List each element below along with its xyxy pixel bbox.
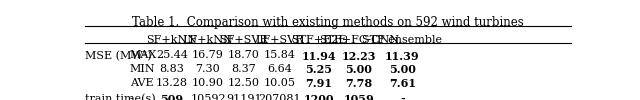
Text: 13.28: 13.28 <box>156 78 188 88</box>
Text: 10.05: 10.05 <box>264 78 296 88</box>
Text: 5.25: 5.25 <box>305 64 333 75</box>
Text: 1200: 1200 <box>304 94 334 100</box>
Text: train time(s): train time(s) <box>85 94 156 100</box>
Text: 5.00: 5.00 <box>346 64 372 75</box>
Text: SF+SVR: SF+SVR <box>220 35 268 45</box>
Text: 8.83: 8.83 <box>159 64 184 74</box>
Text: 11.94: 11.94 <box>301 50 337 62</box>
Text: 509: 509 <box>160 94 183 100</box>
Text: STF+FC-CNN: STF+FC-CNN <box>319 35 399 45</box>
Text: 7.61: 7.61 <box>389 78 416 89</box>
Text: 1059: 1059 <box>344 94 374 100</box>
Text: 91191: 91191 <box>226 94 262 100</box>
Text: 5.00: 5.00 <box>389 64 416 75</box>
Text: 10592: 10592 <box>190 94 226 100</box>
Text: 6.64: 6.64 <box>268 64 292 74</box>
Text: 12.23: 12.23 <box>342 50 376 62</box>
Text: 207081: 207081 <box>259 94 301 100</box>
Text: 15.84: 15.84 <box>264 50 296 60</box>
Text: -: - <box>400 94 404 100</box>
Text: MAX: MAX <box>129 50 157 60</box>
Text: 10.90: 10.90 <box>192 78 224 88</box>
Text: -: - <box>129 94 133 100</box>
Text: 8.37: 8.37 <box>231 64 256 74</box>
Text: MIN: MIN <box>129 64 156 74</box>
Text: 25.44: 25.44 <box>156 50 188 60</box>
Text: 11.39: 11.39 <box>385 50 420 62</box>
Text: MSE (MW²): MSE (MW²) <box>85 50 152 61</box>
Text: 12.50: 12.50 <box>228 78 260 88</box>
Text: SF+kNN: SF+kNN <box>147 35 197 45</box>
Text: 7.91: 7.91 <box>305 78 333 89</box>
Text: LF+kNN: LF+kNN <box>182 35 234 45</box>
Text: STF ensemble: STF ensemble <box>362 35 442 45</box>
Text: 18.70: 18.70 <box>228 50 260 60</box>
Text: 7.30: 7.30 <box>196 64 220 74</box>
Text: AVE: AVE <box>129 78 153 88</box>
Text: STF+E2E: STF+E2E <box>291 35 347 45</box>
Text: 7.78: 7.78 <box>345 78 372 89</box>
Text: LF+SVR: LF+SVR <box>256 35 304 45</box>
Text: 16.79: 16.79 <box>192 50 224 60</box>
Text: Table 1.  Comparison with existing methods on 592 wind turbines: Table 1. Comparison with existing method… <box>132 16 524 29</box>
